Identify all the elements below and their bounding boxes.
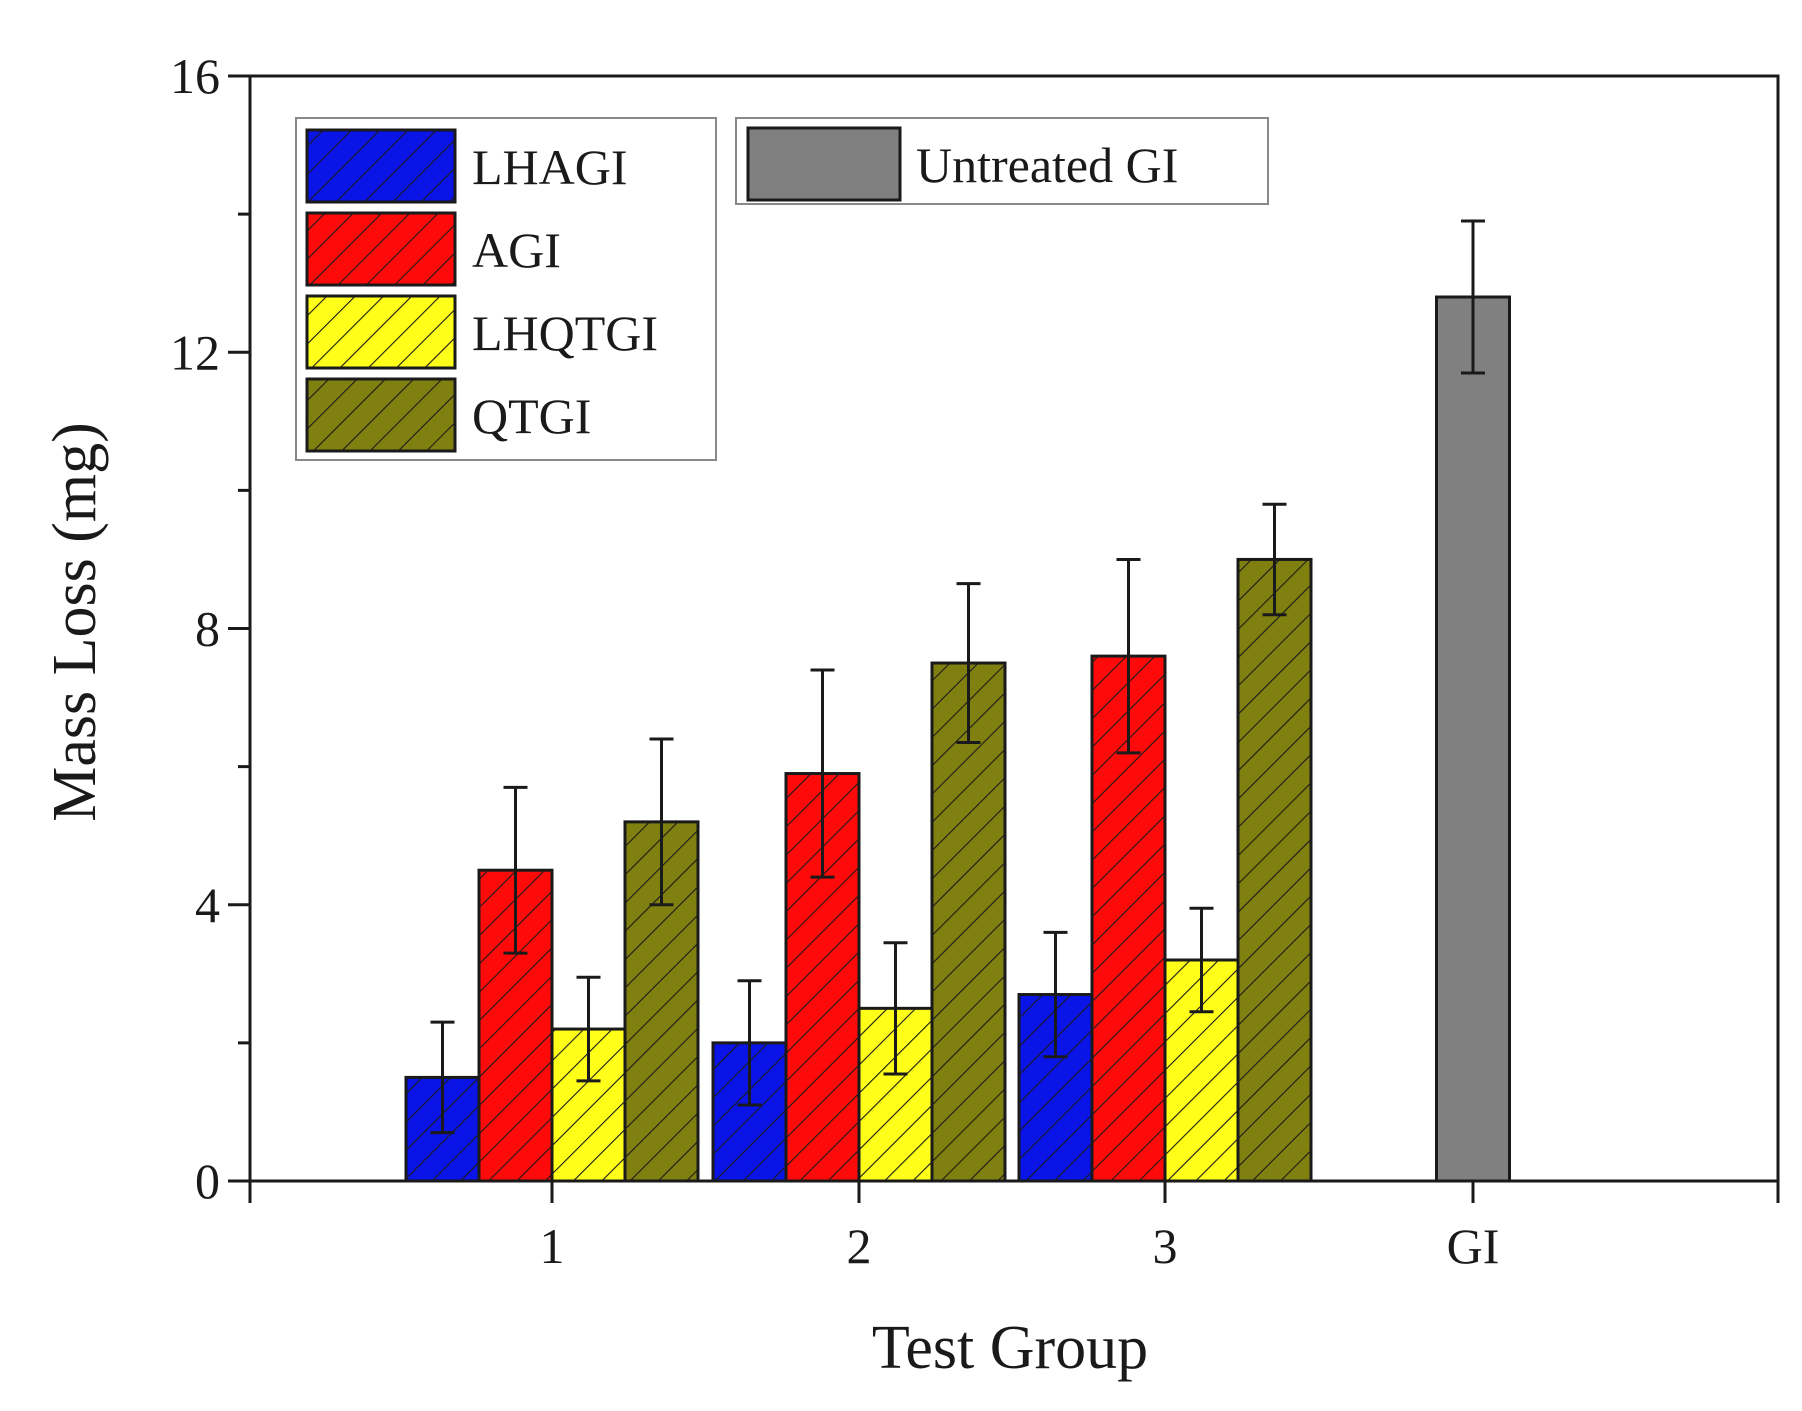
- error-bar: [956, 582, 981, 744]
- error-bar: [1116, 557, 1141, 755]
- x-axis-title: Test Group: [872, 1314, 1148, 1382]
- error-bar: [1043, 930, 1068, 1059]
- x-tick-label: 2: [847, 1218, 872, 1274]
- legend-label-agi: AGI: [472, 222, 561, 278]
- error-bar: [649, 737, 674, 907]
- error-bar: [883, 941, 908, 1076]
- legend-swatch-agi: [305, 211, 457, 287]
- legend-swatch-lhagi: [305, 128, 457, 204]
- bar-qtgi-2: [930, 661, 1007, 1183]
- x-tick-label: 3: [1153, 1218, 1178, 1274]
- bar-agi-2: [784, 772, 861, 1183]
- legend-swatch-lhqtgi: [305, 294, 457, 370]
- error-bar: [1262, 502, 1287, 617]
- error-bar: [737, 979, 762, 1107]
- error-bar: [503, 785, 528, 955]
- y-tick-label: 16: [170, 48, 220, 104]
- x-tick-label: 1: [540, 1218, 565, 1274]
- y-tick-label: 8: [195, 601, 220, 657]
- bar-qtgi-1: [623, 820, 700, 1183]
- legend-swatch-qtgi: [305, 377, 457, 453]
- legend-main: LHAGI AGI LHQTGI QTGI: [295, 117, 717, 461]
- legend-label-lhqtgi: LHQTGI: [472, 305, 658, 361]
- y-tick-label: 12: [170, 324, 220, 380]
- y-tick-label: 0: [195, 1153, 220, 1209]
- error-bar: [430, 1020, 455, 1135]
- y-axis-title: Mass Loss (mg): [41, 422, 109, 822]
- y-tick-label: 4: [195, 877, 220, 933]
- bar-qtgi-3: [1236, 557, 1313, 1183]
- legend-secondary: Untreated GI: [735, 117, 1269, 205]
- legend-label-qtgi: QTGI: [472, 388, 591, 444]
- x-tick-label: GI: [1447, 1218, 1500, 1274]
- legend-swatch-untreated-gi: [746, 126, 902, 202]
- bar-untreated-gi-gi: [1435, 295, 1511, 1183]
- error-bar: [1189, 906, 1214, 1014]
- legend-label-lhagi: LHAGI: [472, 139, 628, 195]
- error-bar: [1461, 219, 1485, 375]
- error-bar: [576, 975, 601, 1083]
- legend-label-untreated-gi: Untreated GI: [916, 137, 1178, 193]
- error-bar: [810, 668, 835, 879]
